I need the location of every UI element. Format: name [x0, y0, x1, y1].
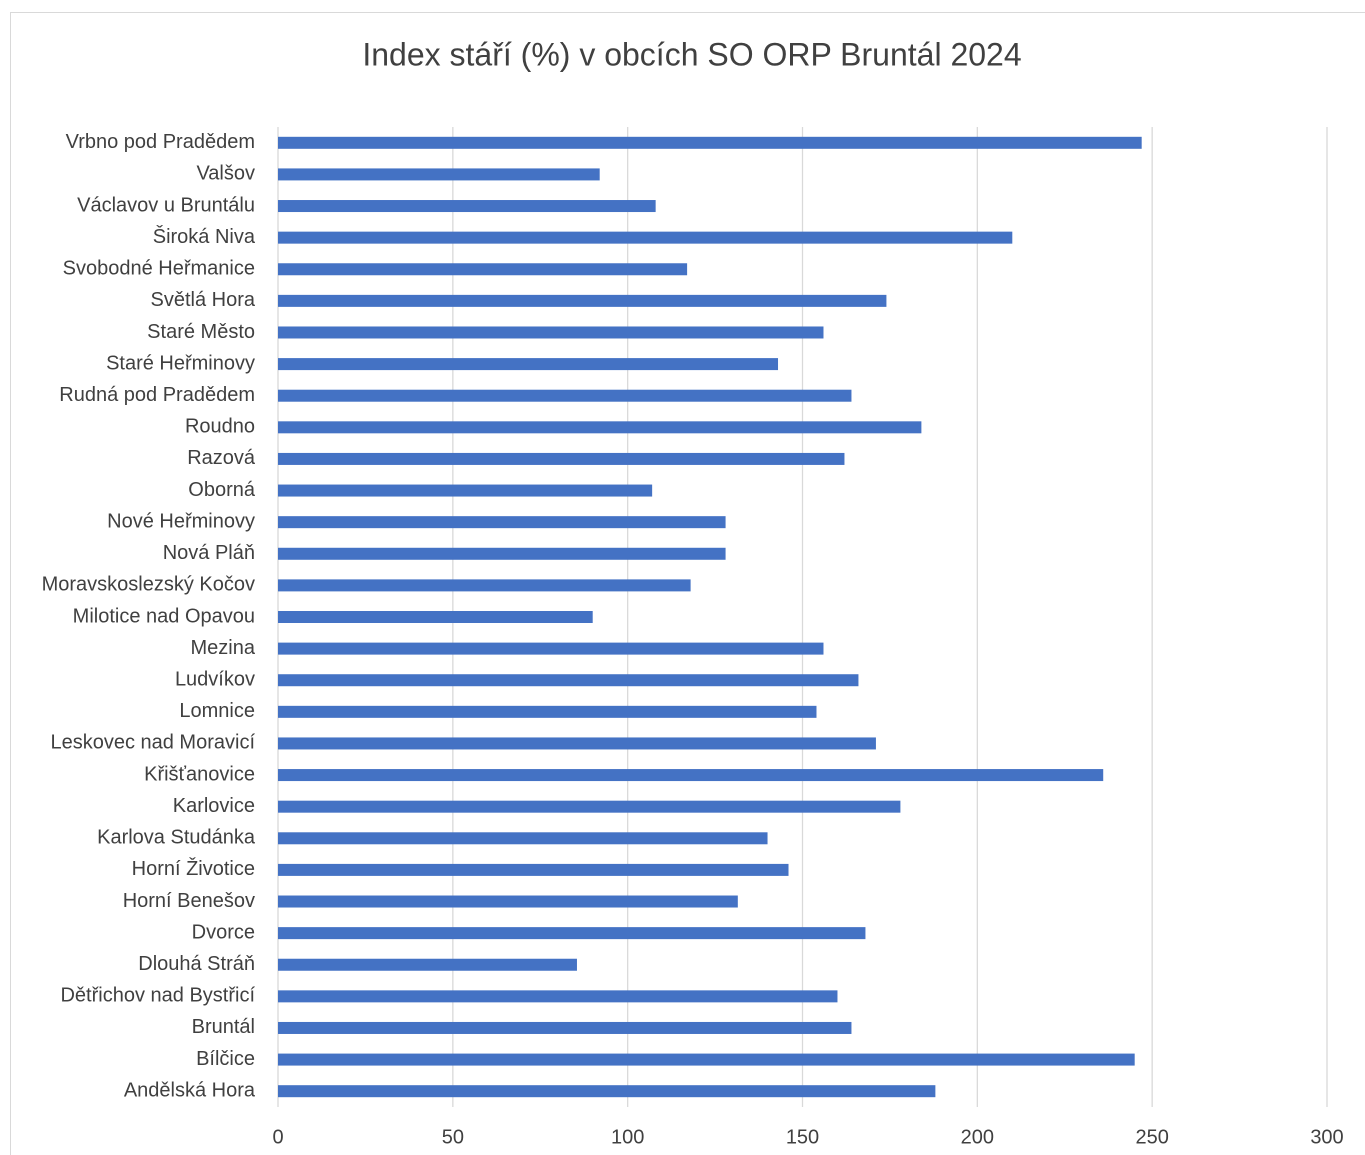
chart-title: Index stáří (%) v obcích SO ORP Bruntál …: [362, 36, 1021, 72]
bar: [278, 484, 653, 497]
y-tick-label: Bílčice: [196, 1048, 255, 1070]
y-tick-label: Karlova Studánka: [97, 827, 256, 849]
bar: [278, 1053, 1135, 1066]
y-tick-label: Karlovice: [173, 795, 255, 817]
y-tick-label: Václavov u Bruntálu: [77, 194, 255, 216]
bar: [278, 863, 789, 876]
y-tick-label: Rudná pod Pradědem: [59, 384, 255, 406]
y-tick-label: Razová: [187, 447, 256, 469]
bar: [278, 927, 866, 940]
y-tick-label: Nové Heřminovy: [107, 510, 255, 532]
y-tick-label: Milotice nad Opavou: [73, 605, 255, 627]
y-tick-label: Andělská Hora: [124, 1079, 256, 1101]
y-tick-label: Nová Pláň: [163, 542, 255, 564]
y-tick-label: Valšov: [196, 163, 255, 185]
y-tick-label: Moravskoslezský Kočov: [42, 574, 255, 596]
chart-border: [10, 12, 1365, 1155]
y-tick-label: Lomnice: [179, 700, 255, 722]
bar: [278, 958, 577, 971]
bar: [278, 294, 887, 307]
y-tick-label: Mezina: [191, 637, 256, 659]
y-tick-label: Křišťanovice: [144, 763, 255, 785]
x-tick-label: 50: [442, 1126, 464, 1148]
y-tick-label: Horní Benešov: [123, 890, 255, 912]
bar: [278, 326, 824, 339]
x-tick-label: 200: [961, 1126, 994, 1148]
x-tick-label: 300: [1310, 1126, 1343, 1148]
bar: [278, 674, 859, 687]
y-tick-label: Svobodné Heřmanice: [63, 258, 255, 280]
bar: [278, 990, 838, 1003]
bar: [278, 769, 1104, 782]
bar: [278, 832, 768, 845]
x-tick-label: 100: [611, 1126, 644, 1148]
bar: [278, 737, 876, 750]
bar: [278, 547, 726, 560]
bar: [278, 800, 901, 813]
bar: [278, 136, 1142, 149]
bar: [278, 200, 656, 213]
bar: [278, 452, 845, 465]
bar: [278, 579, 691, 592]
bar: [278, 358, 779, 371]
x-tick-label: 150: [786, 1126, 819, 1148]
y-tick-label: Leskovec nad Moravicí: [50, 732, 255, 754]
bar: [278, 1085, 936, 1098]
y-tick-label: Staré Město: [147, 321, 255, 343]
y-tick-label: Vrbno pod Pradědem: [66, 131, 255, 153]
y-tick-label: Staré Heřminovy: [106, 352, 255, 374]
y-tick-label: Horní Životice: [132, 857, 255, 880]
bar: [278, 611, 593, 623]
y-tick-label: Světlá Hora: [151, 289, 256, 311]
bar: [278, 705, 817, 718]
bar: [278, 1021, 852, 1034]
bar: [278, 231, 1013, 244]
y-tick-label: Dětřichov nad Bystřicí: [60, 985, 255, 1007]
y-tick-label: Široká Niva: [153, 225, 256, 248]
y-tick-label: Roudno: [185, 416, 255, 438]
bar: [278, 642, 824, 655]
bar: [278, 168, 600, 181]
bar: [278, 389, 852, 402]
x-tick-label: 250: [1135, 1126, 1168, 1148]
bar: [278, 516, 726, 529]
bar: [278, 263, 688, 276]
bar: [278, 895, 738, 908]
y-tick-label: Bruntál: [192, 1016, 255, 1038]
x-tick-label: 0: [272, 1126, 283, 1148]
y-tick-label: Ludvíkov: [175, 669, 255, 691]
y-tick-label: Dlouhá Stráň: [138, 953, 255, 975]
y-tick-label: Dvorce: [192, 921, 255, 943]
y-tick-label: Oborná: [188, 479, 256, 501]
bar: [278, 421, 922, 434]
